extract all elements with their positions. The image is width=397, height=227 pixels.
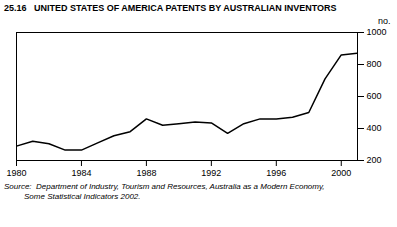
svg-text:2000: 2000 bbox=[331, 168, 351, 178]
svg-text:1992: 1992 bbox=[201, 168, 221, 178]
svg-text:200: 200 bbox=[367, 155, 382, 165]
svg-text:1984: 1984 bbox=[71, 168, 91, 178]
svg-text:600: 600 bbox=[367, 91, 382, 101]
svg-text:800: 800 bbox=[367, 59, 382, 69]
svg-text:no.: no. bbox=[378, 16, 391, 26]
html-text:Source: Department of Industry: Source: Department of Industry, Tourism … bbox=[4, 182, 325, 201]
svg-text:1980: 1980 bbox=[6, 168, 26, 178]
svg-text:1000: 1000 bbox=[367, 27, 387, 37]
svg-text:1996: 1996 bbox=[266, 168, 286, 178]
svg-text:1988: 1988 bbox=[136, 168, 156, 178]
svg-text:400: 400 bbox=[367, 123, 382, 133]
html-text:25.16 UNITED STATES OF AMERICA: 25.16 UNITED STATES OF AMERICA PATENTS B… bbox=[4, 3, 337, 13]
